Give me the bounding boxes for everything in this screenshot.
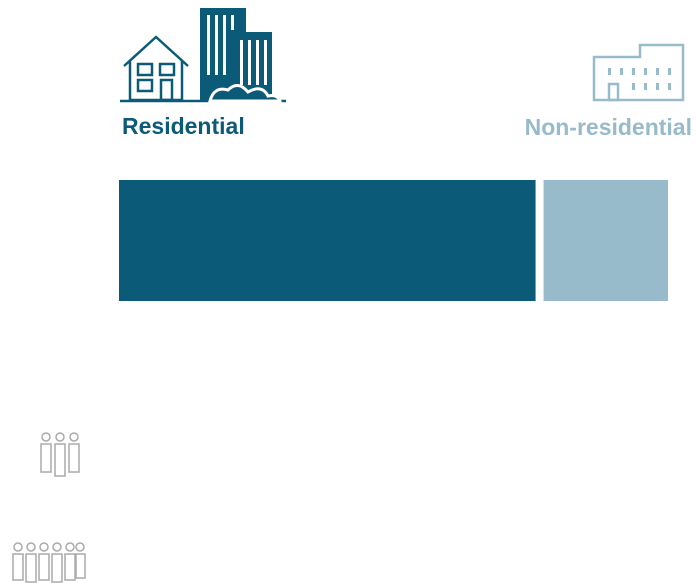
people-icon-small xyxy=(40,432,80,477)
non-residential-icon xyxy=(592,43,685,102)
people-icon-large xyxy=(12,542,86,583)
bar-segment xyxy=(119,180,536,301)
non-residential-windows xyxy=(608,68,671,90)
bar-segment xyxy=(543,180,668,301)
tower-windows xyxy=(207,15,267,85)
legend-label: Residential xyxy=(122,113,245,139)
legend-label: Non-residential xyxy=(525,114,692,140)
